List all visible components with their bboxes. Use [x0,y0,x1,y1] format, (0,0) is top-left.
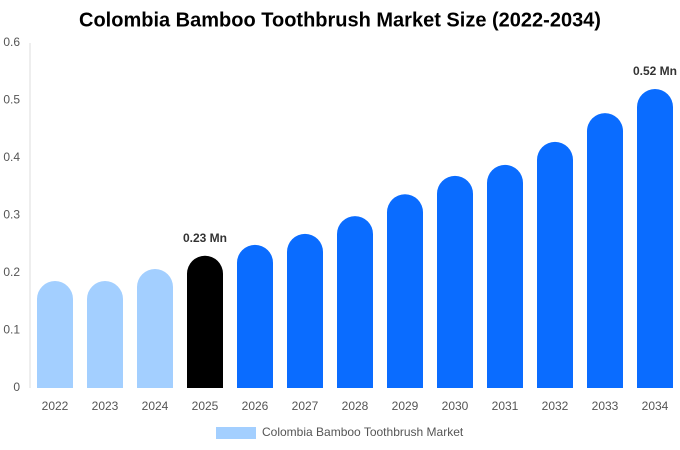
bar [37,281,73,388]
bar [187,255,223,388]
bar [587,113,623,388]
x-tick-label: 2034 [642,399,669,413]
x-tick-label: 2022 [42,399,69,413]
x-tick-label: 2023 [92,399,119,413]
bar [637,89,673,388]
bar [87,281,123,388]
y-tick-label: 0.2 [3,265,20,279]
x-tick-label: 2032 [542,399,569,413]
x-tick-label: 2026 [242,399,269,413]
bar [537,141,573,388]
x-tick-label: 2024 [142,399,169,413]
x-tick-label: 2033 [592,399,619,413]
bar [387,194,423,388]
x-tick-label: 2025 [192,399,219,413]
x-tick-label: 2030 [442,399,469,413]
y-tick-label: 0 [13,380,20,394]
x-tick-label: 2027 [292,399,319,413]
bar [287,233,323,388]
legend-label: Colombia Bamboo Toothbrush Market [262,425,464,439]
y-tick-label: 0.3 [3,208,20,222]
y-tick-label: 0.6 [3,35,20,49]
bar [137,268,173,388]
y-tick-label: 0.5 [3,93,20,107]
data-label: 0.52 Mn [633,64,677,78]
y-tick-label: 0.1 [3,323,20,337]
y-tick-label: 0.4 [3,150,20,164]
x-tick-label: 2031 [492,399,519,413]
data-label: 0.23 Mn [183,231,227,245]
x-tick-label: 2028 [342,399,369,413]
legend-swatch [216,427,256,439]
bar [487,164,523,388]
bar [337,216,373,388]
bar [437,175,473,388]
chart-title: Colombia Bamboo Toothbrush Market Size (… [79,9,601,31]
bar [237,244,273,388]
x-tick-label: 2029 [392,399,419,413]
